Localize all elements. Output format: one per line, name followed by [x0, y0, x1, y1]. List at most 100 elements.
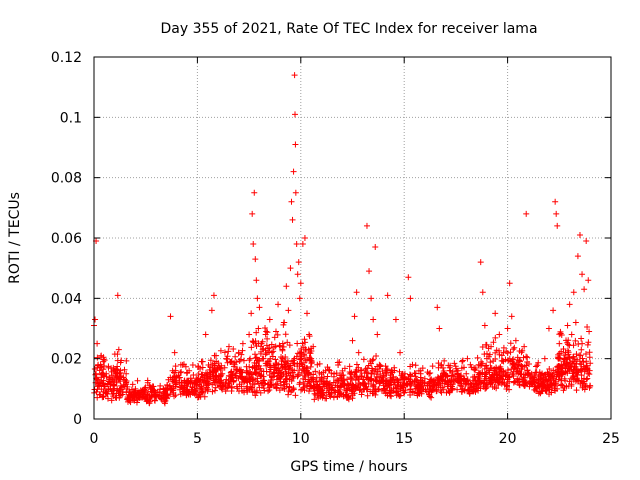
data-point [292, 111, 299, 118]
data-point [294, 340, 301, 347]
data-point [400, 381, 407, 388]
data-point [282, 353, 289, 360]
data-point [306, 331, 313, 338]
x-tick-label: 10 [292, 431, 310, 447]
data-point [519, 363, 526, 370]
data-point [360, 386, 367, 393]
data-point [545, 371, 552, 378]
data-point [297, 386, 304, 393]
data-point [512, 337, 519, 344]
data-point [177, 384, 184, 391]
data-point [459, 385, 466, 392]
data-point [246, 331, 253, 338]
data-point [262, 351, 269, 358]
data-point [576, 352, 583, 359]
data-point [506, 378, 513, 385]
data-point [566, 354, 573, 361]
data-point [401, 373, 408, 380]
data-point [361, 370, 368, 377]
data-point [406, 371, 413, 378]
y-tick-label: 0.1 [60, 110, 82, 126]
data-point [368, 365, 375, 372]
data-point [289, 374, 296, 381]
data-point [436, 325, 443, 332]
data-point [442, 373, 449, 380]
data-point [347, 370, 354, 377]
data-point [114, 292, 121, 299]
y-tick-label: 0.08 [51, 171, 82, 187]
data-point [367, 388, 374, 395]
data-point [144, 379, 151, 386]
data-point [296, 367, 303, 374]
data-point [475, 369, 482, 376]
data-point [305, 388, 312, 395]
data-point [330, 373, 337, 380]
data-point [471, 365, 478, 372]
data-point [581, 375, 588, 382]
data-point [228, 368, 235, 375]
data-point [310, 343, 317, 350]
data-point [335, 362, 342, 369]
data-point [257, 350, 264, 357]
data-point [258, 340, 265, 347]
data-point [440, 369, 447, 376]
data-point [506, 280, 513, 287]
data-point [297, 356, 304, 363]
data-point [483, 365, 490, 372]
data-point [293, 241, 300, 248]
data-point [279, 340, 286, 347]
data-point [407, 295, 414, 302]
data-point [272, 328, 279, 335]
data-point [459, 358, 466, 365]
data-point [301, 352, 308, 359]
data-point [575, 377, 582, 384]
data-point [319, 390, 326, 397]
data-point [388, 389, 395, 396]
data-point [292, 189, 299, 196]
data-point [353, 373, 360, 380]
data-point [96, 379, 103, 386]
data-point [349, 392, 356, 399]
data-point [366, 268, 373, 275]
data-point [277, 382, 284, 389]
data-point [210, 377, 217, 384]
data-point [380, 373, 387, 380]
data-point [252, 355, 259, 362]
data-point [296, 295, 303, 302]
data-point [284, 339, 291, 346]
data-point [305, 369, 312, 376]
data-point [550, 307, 557, 314]
data-point [251, 189, 258, 196]
data-point [315, 384, 322, 391]
data-point [268, 377, 275, 384]
data-point [523, 353, 530, 360]
data-point [205, 380, 212, 387]
data-point [570, 342, 577, 349]
data-point [225, 343, 232, 350]
data-point [178, 368, 185, 375]
data-point [203, 384, 210, 391]
data-point [570, 289, 577, 296]
chart-title: Day 355 of 2021, Rate Of TEC Index for r… [160, 21, 537, 37]
data-point [92, 316, 99, 323]
data-point [173, 373, 180, 380]
data-point [152, 397, 159, 404]
data-point [195, 371, 202, 378]
data-point [199, 371, 206, 378]
data-point [182, 363, 189, 370]
data-point [179, 390, 186, 397]
data-point [553, 210, 560, 217]
data-point [574, 366, 581, 373]
data-point [583, 364, 590, 371]
data-point [396, 368, 403, 375]
data-point [189, 362, 196, 369]
data-point [111, 351, 118, 358]
data-point [583, 238, 590, 245]
data-point [139, 391, 146, 398]
data-point [357, 367, 364, 374]
data-point [502, 372, 509, 379]
data-point [394, 376, 401, 383]
data-point [483, 362, 490, 369]
data-point [510, 370, 517, 377]
data-point [541, 355, 548, 362]
